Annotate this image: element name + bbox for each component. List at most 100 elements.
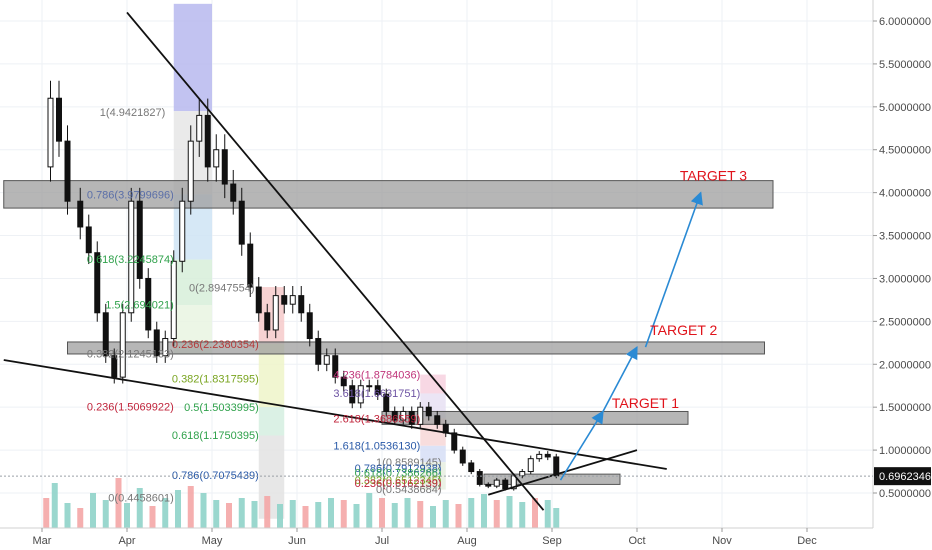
candle-body [536,453,543,460]
x-tick-label: Oct [628,535,645,547]
fib-band [173,259,212,306]
candle-body [145,277,152,331]
x-tick-label: Jun [288,535,306,547]
volume-bar [187,486,194,528]
volume-bar [519,502,526,528]
volume-bar [51,483,58,528]
current-price-tag: 0.6962346 [0,467,931,486]
fib-level-label: 2.618(1.3686559) [333,413,420,425]
resistance-zones [3,180,774,485]
volume-bar [115,478,122,528]
volume-bar [493,500,500,528]
candle-body [459,449,466,464]
candle-body [485,483,492,487]
candle-body [94,252,101,314]
fib-level-label: 0.618(1.1750395) [172,430,259,442]
projection-arrow[interactable] [644,191,703,348]
volume-bar [391,503,398,528]
candle-body [47,97,54,168]
candle-body [64,140,71,202]
x-tick-label: Nov [712,535,732,547]
candles [47,80,560,491]
volume-bar [238,498,245,528]
candle-body [493,479,500,487]
time-axis[interactable]: Mar Apr May Jun Jul Aug Sep Oct Nov Dec [33,528,818,547]
volume-bar [430,506,436,528]
target-labels: TARGET 3 TARGET 2 TARGET 1 [612,167,747,410]
candle-body [128,200,135,314]
candle-body [425,406,432,417]
volume-bar [264,496,271,528]
projection-arrows[interactable] [559,191,703,481]
candle-body [417,406,424,425]
x-tick-label: Aug [457,535,477,547]
price-axis[interactable]: 6.0000000 5.5000000 5.0000000 4.5000000 4.00… [873,16,931,500]
candle-body [323,355,330,365]
y-tick-label: 0.5000000 [879,488,931,500]
resistance-zone[interactable] [483,473,621,485]
candle-body [298,295,305,314]
trendline[interactable] [3,359,667,470]
trendline[interactable] [487,449,638,496]
candle-body [400,410,407,421]
trendlines[interactable] [3,11,667,511]
fib-level-label: 0.5(1.5033995) [184,402,259,414]
y-tick-label: 5.5000000 [879,59,931,71]
volume-bar [481,494,487,528]
fib-level-label: 0(0.4458601) [108,493,173,505]
projection-arrow[interactable] [559,410,604,481]
x-tick-label: Mar [33,535,52,547]
candle-body [264,312,271,331]
fib-level-label: 0.786(3.9799696) [87,189,174,201]
volume-bar [366,493,373,528]
candle-body [340,376,347,387]
volume-bar [553,508,560,528]
target-label: TARGET 1 [612,395,679,411]
volume-bar [340,500,347,528]
fib-level-label: 4.236(1.8784036) [333,370,420,382]
volume-bar [43,498,50,528]
y-tick-label: 3.0000000 [879,273,931,285]
candle-body [247,243,254,288]
fib-level-label: 0.786(0.7912938) [355,463,442,475]
resistance-zone[interactable] [381,410,689,425]
target-label: TARGET 3 [680,167,747,183]
x-tick-label: Jul [375,535,389,547]
candle-body [213,149,220,168]
candle-body [502,479,509,490]
candle-body [408,410,415,425]
x-tick-label: Sep [542,535,562,547]
candle-body [238,200,245,245]
candle-body [77,200,84,228]
fib-level-label: 1(0.8589145) [376,457,441,469]
trendline[interactable] [126,11,545,511]
fib-level-label: 0.236(0.6162139) [355,478,442,490]
resistance-zone[interactable] [67,341,765,355]
candle-body [111,355,118,378]
candle-body [391,410,398,421]
candle-body [289,295,296,305]
volume-bar [226,503,232,528]
candle-body [187,140,194,202]
volume-bar [544,500,551,528]
projection-arrow[interactable] [602,345,638,412]
y-tick-label: 5.0000000 [879,102,931,114]
volume-bar [328,498,334,528]
current-price-label: 0.6962346 [879,471,931,483]
candle-body [527,458,534,473]
volume-bar [468,498,475,528]
candle-body [102,312,109,357]
y-tick-label: 4.0000000 [879,188,931,200]
volume-bar [506,496,513,528]
fib-level-label: 0.236(2.2380354) [172,339,259,351]
volume-bar [532,498,538,528]
y-tick-label: 3.5000000 [879,231,931,243]
volume-bar [442,500,449,528]
candle-body [476,471,483,485]
y-tick-label: 1.5000000 [879,402,931,414]
volume-bar [90,493,96,528]
fib-level-label: 0.618(3.2245874) [87,254,174,266]
volume-bar [213,500,220,528]
candle-body [434,415,441,425]
